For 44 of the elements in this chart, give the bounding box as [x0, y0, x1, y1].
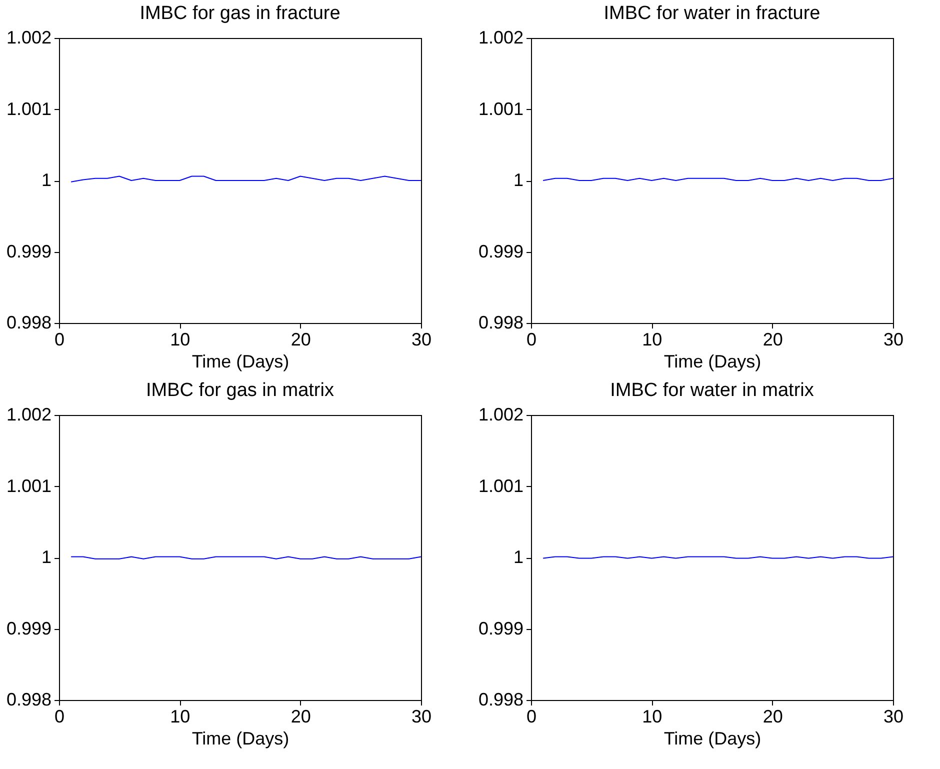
y-tick-label: 1.002 — [478, 28, 524, 48]
y-tick-label: 1.002 — [6, 28, 52, 48]
y-tick-label: 0.998 — [6, 690, 52, 710]
y-tick-label: 1 — [41, 547, 52, 567]
y-tick-label: 0.998 — [6, 312, 52, 332]
y-tick-label: 1.002 — [6, 404, 52, 424]
x-tick-label: 20 — [290, 330, 311, 350]
x-axis-title: Time (Days) — [664, 728, 762, 748]
x-tick-label: 20 — [762, 706, 783, 726]
y-tick-label: 1.001 — [6, 476, 52, 496]
y-tick-label: 0.998 — [478, 312, 524, 332]
chart-title: IMBC for water in fracture — [604, 3, 820, 24]
x-tick-label: 0 — [526, 706, 537, 726]
chart-title: IMBC for gas in fracture — [140, 3, 340, 24]
y-tick-label: 0.999 — [478, 241, 524, 262]
x-tick-label: 10 — [170, 330, 190, 350]
y-tick-label: 1.001 — [478, 476, 524, 496]
x-tick-label: 30 — [411, 706, 432, 726]
x-tick-label: 20 — [762, 330, 783, 350]
x-axis-title: Time (Days) — [192, 352, 290, 372]
x-tick-label: 10 — [642, 330, 662, 350]
y-tick-label: 1.001 — [6, 98, 52, 119]
x-tick-label: 0 — [54, 330, 65, 350]
y-tick-label: 0.999 — [478, 618, 524, 638]
x-tick-label: 30 — [411, 330, 432, 350]
y-tick-label: 1.001 — [478, 98, 524, 119]
x-axis-title: Time (Days) — [664, 352, 762, 372]
x-tick-label: 0 — [54, 706, 65, 726]
x-tick-label: 20 — [290, 706, 311, 726]
y-tick-label: 0.999 — [6, 618, 52, 638]
y-tick-label: 1 — [41, 170, 52, 190]
x-tick-label: 10 — [642, 706, 662, 726]
x-tick-label: 30 — [883, 330, 904, 350]
x-tick-label: 10 — [170, 706, 190, 726]
x-tick-label: 0 — [526, 330, 537, 350]
y-tick-label: 1 — [513, 547, 524, 567]
chart-title: IMBC for water in matrix — [610, 380, 814, 401]
y-tick-label: 0.998 — [478, 690, 524, 710]
chart-title: IMBC for gas in matrix — [146, 380, 334, 401]
y-tick-label: 1 — [513, 170, 524, 190]
y-tick-label: 0.999 — [6, 241, 52, 262]
y-tick-label: 1.002 — [478, 404, 524, 424]
x-tick-label: 30 — [883, 706, 904, 726]
x-axis-title: Time (Days) — [192, 728, 290, 748]
